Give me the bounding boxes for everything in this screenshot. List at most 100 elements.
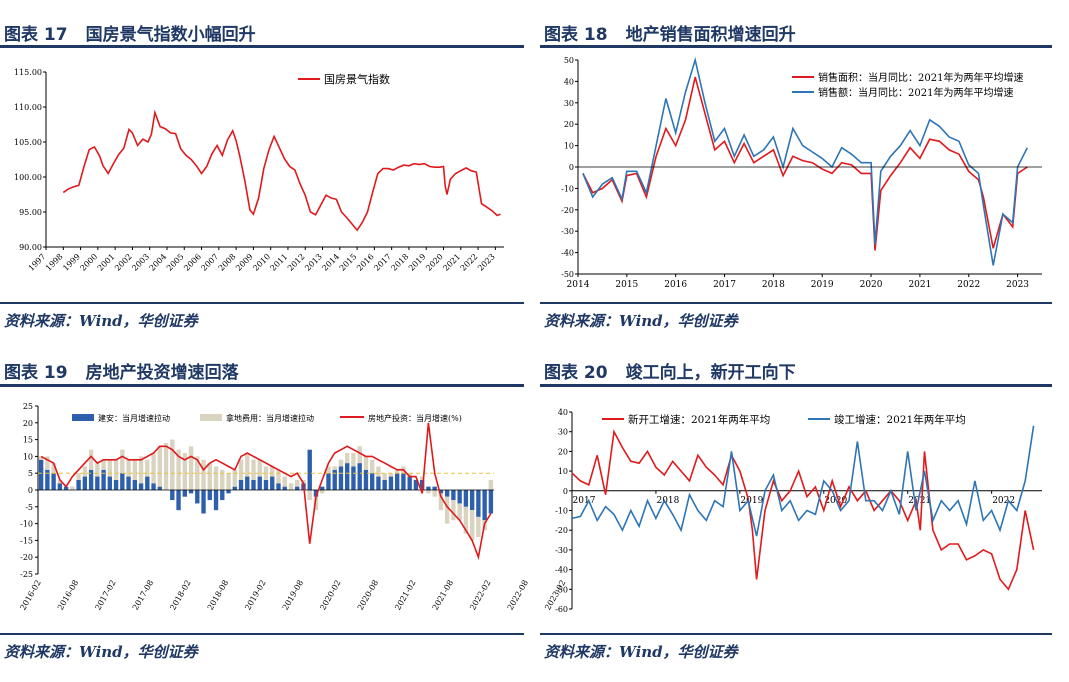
- bar-land: [376, 466, 381, 477]
- bar-land: [451, 500, 456, 521]
- x-tick-label: 2014: [320, 252, 341, 273]
- bar-land: [138, 456, 144, 484]
- bar-construction: [376, 476, 381, 490]
- bar-land: [213, 466, 219, 490]
- series-line-0: [582, 76, 1028, 251]
- bar-land: [288, 483, 294, 490]
- x-tick-label: 2022: [957, 280, 980, 290]
- bar-land: [432, 490, 437, 497]
- y-tick-label: 40: [564, 77, 574, 86]
- bar-land: [320, 490, 325, 494]
- bar-construction: [295, 486, 300, 490]
- x-tick-label: 2008: [217, 252, 238, 273]
- bar-construction: [182, 490, 187, 497]
- bar-land: [282, 476, 287, 487]
- series-line-1: [571, 425, 1035, 537]
- x-tick-label: 2018-02: [168, 579, 192, 612]
- y-tick-label: 20: [23, 419, 33, 428]
- bar-construction: [245, 476, 250, 490]
- y-tick-label: 0: [28, 486, 33, 495]
- bar-land: [88, 449, 94, 470]
- x-tick-label: 2014: [567, 280, 590, 290]
- x-tick-label: 2005: [165, 252, 186, 273]
- series-line-1: [582, 56, 1029, 266]
- y-tick-label: 110.00: [14, 103, 42, 112]
- bar-land: [238, 459, 244, 480]
- bar-construction: [145, 476, 150, 490]
- bar-land: [407, 473, 412, 477]
- x-tick-label: 2003: [130, 252, 151, 273]
- bar-construction: [263, 479, 269, 490]
- bar-land: [469, 510, 475, 541]
- bar-land: [70, 486, 75, 490]
- bar-construction: [88, 469, 94, 490]
- bar-land: [176, 449, 181, 490]
- source-rule: [540, 302, 1052, 304]
- bar-construction: [357, 463, 362, 490]
- y-tick-label: 10: [564, 142, 574, 151]
- bar-construction: [170, 490, 175, 501]
- x-tick-label: 2022-02: [468, 579, 492, 612]
- chart-title-text: 房地产投资增速回落: [85, 363, 239, 383]
- bar-construction: [51, 473, 56, 490]
- bar-construction: [126, 476, 131, 490]
- x-tick-label: 2021: [908, 280, 931, 290]
- bar-land: [307, 490, 312, 501]
- x-tick-label: 2013: [303, 252, 324, 273]
- bar-land: [301, 479, 306, 484]
- title-rule: [0, 384, 524, 387]
- x-tick-label: 2007: [199, 252, 220, 273]
- y-tick-label: 5: [28, 469, 33, 478]
- bar-land: [351, 453, 356, 467]
- x-tick-label: 2016: [664, 280, 687, 290]
- bar-construction: [251, 479, 256, 490]
- source-note: 资料来源：Wind，华创证券: [4, 312, 198, 330]
- bar-land: [101, 459, 106, 470]
- bar-land: [345, 453, 350, 464]
- legend-swatch: [200, 414, 222, 421]
- y-tick-label: -10: [555, 507, 568, 516]
- bar-construction: [157, 486, 162, 490]
- line-chart-20: 40 30 20 10 0 -10 -20 -30 -40 -50 -60 2017 2018 2019 2…: [555, 408, 1042, 614]
- bar-construction: [270, 476, 275, 490]
- bar-land: [95, 463, 100, 477]
- bar-construction: [82, 476, 88, 490]
- bar-land: [107, 459, 113, 477]
- y-tick-label: 50: [564, 56, 574, 65]
- bar-land: [394, 469, 400, 474]
- chart-title-text: 国房景气指数小幅回升: [85, 25, 256, 45]
- legend-label: 竣工增速：2021年两年平均: [834, 413, 966, 426]
- bar-land: [220, 469, 225, 490]
- x-tick-label: 2019-02: [243, 579, 267, 612]
- bar-construction: [326, 473, 331, 490]
- bar-construction: [138, 483, 144, 490]
- bar-land: [170, 439, 175, 490]
- bar-land: [45, 456, 50, 470]
- bar-construction: [63, 486, 69, 490]
- bar-construction: [151, 483, 156, 490]
- bar-construction: [257, 476, 262, 490]
- bar-construction: [107, 476, 113, 490]
- source-note: 资料来源：Wind，华创证券: [4, 643, 198, 661]
- y-tick-label: 30: [564, 99, 574, 108]
- x-tick-label: 2004: [148, 252, 169, 273]
- x-tick-label: 1999: [61, 252, 82, 273]
- bar-land: [251, 459, 256, 480]
- x-tick-label: 2017-08: [131, 579, 155, 612]
- y-tick-label: 20: [564, 120, 574, 129]
- bar-construction: [238, 479, 244, 490]
- x-tick-label: 2020-08: [356, 579, 380, 612]
- y-tick-label: -10: [20, 520, 33, 529]
- bar-construction: [282, 486, 287, 490]
- bar-construction: [463, 490, 469, 507]
- bar-land: [388, 473, 394, 477]
- source-note: 资料来源：Wind，华创证券: [544, 643, 738, 661]
- bar-construction: [363, 469, 369, 490]
- x-tick-label: 2021: [441, 252, 462, 273]
- bar-land: [132, 459, 138, 480]
- bar-construction: [444, 490, 450, 497]
- title-rule: [0, 45, 524, 48]
- y-tick-label: 10: [23, 452, 33, 461]
- bar-construction: [276, 483, 281, 490]
- x-tick-label: 2018: [656, 496, 679, 506]
